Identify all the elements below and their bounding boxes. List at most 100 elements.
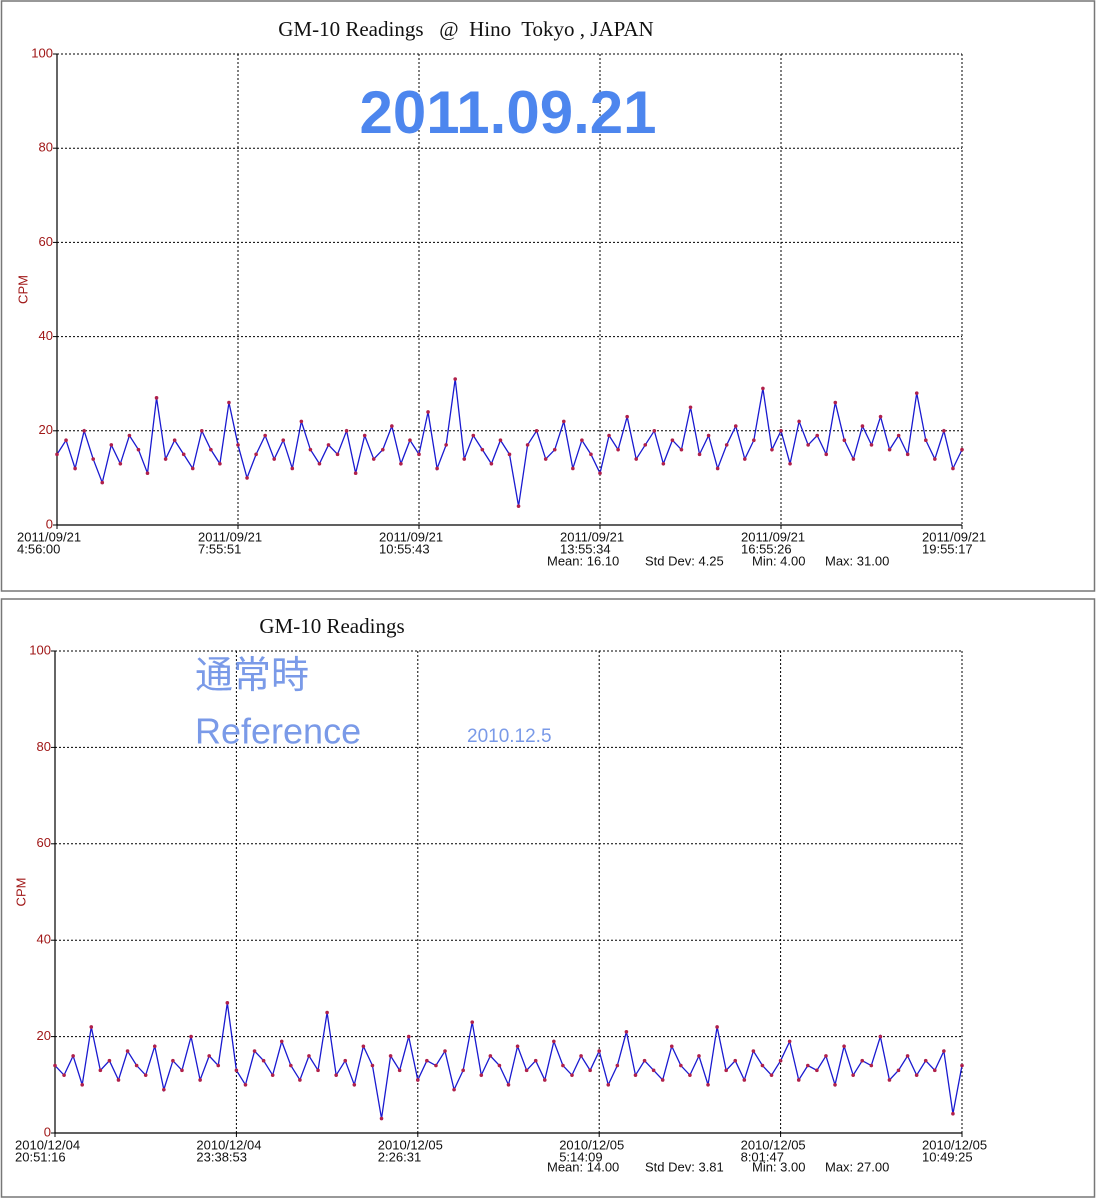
stat: Max: 31.00 xyxy=(825,553,889,568)
annotation: 2011.09.21 xyxy=(360,79,657,146)
x-tick-time: 16:55:26 xyxy=(741,541,792,556)
x-tick-label: 2010/12/04 xyxy=(15,1137,80,1152)
data-point xyxy=(624,1029,629,1034)
data-point xyxy=(752,438,756,443)
data-point xyxy=(162,1087,166,1092)
data-point xyxy=(634,457,638,461)
data-point xyxy=(833,400,838,405)
data-point xyxy=(461,1068,465,1073)
data-point xyxy=(660,1078,665,1082)
x-tick-time: 10:55:43 xyxy=(379,541,430,556)
stat: Min: 3.00 xyxy=(752,1159,805,1174)
data-point xyxy=(181,452,186,457)
x-tick-label: 2011/09/21 xyxy=(560,529,624,544)
panel-frame xyxy=(0,0,1096,592)
data-point xyxy=(769,1073,774,1077)
data-point xyxy=(606,1083,611,1087)
annotation: Reference xyxy=(195,711,361,752)
data-point xyxy=(589,452,593,457)
data-point xyxy=(715,1025,719,1029)
data-point xyxy=(107,1058,112,1063)
data-point xyxy=(180,1068,184,1073)
data-point xyxy=(515,1044,520,1049)
y-tick-label: 20 xyxy=(39,422,53,437)
x-tick-label: 2010/12/05 xyxy=(378,1137,443,1152)
data-point xyxy=(326,443,331,447)
data-point xyxy=(751,1049,756,1053)
data-point xyxy=(815,433,819,438)
data-point xyxy=(53,1063,57,1068)
data-point xyxy=(370,1063,375,1068)
stat: Mean: 14.00 xyxy=(547,1159,619,1174)
data-point xyxy=(399,461,403,466)
data-point xyxy=(706,433,711,438)
data-point xyxy=(198,1078,202,1082)
x-tick-time: 8:01:47 xyxy=(741,1149,784,1164)
data-point xyxy=(533,1058,538,1063)
data-point xyxy=(506,1083,511,1087)
stat: Min: 4.00 xyxy=(752,553,805,568)
data-point xyxy=(189,1034,193,1039)
data-point xyxy=(688,1073,692,1077)
x-tick-time: 7:55:51 xyxy=(198,541,241,556)
data-point xyxy=(89,1025,94,1029)
x-tick-label: 2010/12/04 xyxy=(196,1137,261,1152)
data-point xyxy=(860,424,865,428)
data-point xyxy=(924,438,928,443)
data-point xyxy=(914,1073,919,1077)
data-point xyxy=(143,1073,148,1077)
data-point xyxy=(252,1049,257,1053)
data-point xyxy=(498,438,503,443)
chart-title: GM-10 Readings @ Hino Tokyo , JAPAN xyxy=(278,17,653,41)
data-point xyxy=(91,457,95,461)
data-point xyxy=(923,1058,928,1063)
data-point xyxy=(426,410,430,414)
data-point xyxy=(561,1063,565,1068)
y-tick-label: 0 xyxy=(46,516,53,531)
data-point xyxy=(234,1068,239,1073)
y-axis-label: CPM xyxy=(13,878,28,907)
data-point xyxy=(933,457,937,461)
panel-frame xyxy=(0,598,1096,1198)
data-point xyxy=(317,461,322,466)
data-point xyxy=(100,480,105,485)
data-point xyxy=(362,433,367,438)
data-point xyxy=(905,1054,910,1058)
data-point xyxy=(724,443,729,447)
data-point xyxy=(218,461,222,466)
data-point xyxy=(932,1068,937,1073)
data-point xyxy=(397,1068,402,1073)
data-point xyxy=(245,476,249,480)
data-point xyxy=(778,1058,783,1063)
x-tick-label: 2011/09/21 xyxy=(17,529,81,544)
data-point xyxy=(343,1058,348,1063)
data-point xyxy=(761,386,765,391)
x-tick-label: 2010/12/05 xyxy=(741,1137,806,1152)
data-point xyxy=(860,1058,865,1063)
data-point xyxy=(270,1073,275,1077)
data-point xyxy=(715,466,720,471)
data-point xyxy=(960,1063,964,1068)
data-point xyxy=(281,438,286,443)
x-tick-time: 4:56:00 xyxy=(17,541,60,556)
data-point xyxy=(118,461,123,466)
data-point xyxy=(62,1073,66,1077)
data-point xyxy=(851,457,856,461)
data-point xyxy=(82,429,86,433)
data-point xyxy=(580,438,584,443)
data-point xyxy=(669,1044,674,1049)
data-point xyxy=(154,396,159,400)
data-point xyxy=(279,1039,284,1044)
data-point xyxy=(571,466,575,471)
data-point xyxy=(353,471,358,475)
data-point xyxy=(298,1078,302,1082)
data-point xyxy=(951,466,955,471)
data-point xyxy=(316,1068,320,1073)
data-point xyxy=(670,438,675,443)
data-point xyxy=(263,433,267,438)
y-axis-label: CPM xyxy=(15,275,30,304)
data-point xyxy=(742,1078,747,1082)
data-point xyxy=(679,447,684,452)
data-point xyxy=(134,1063,139,1068)
data-point xyxy=(254,452,258,457)
